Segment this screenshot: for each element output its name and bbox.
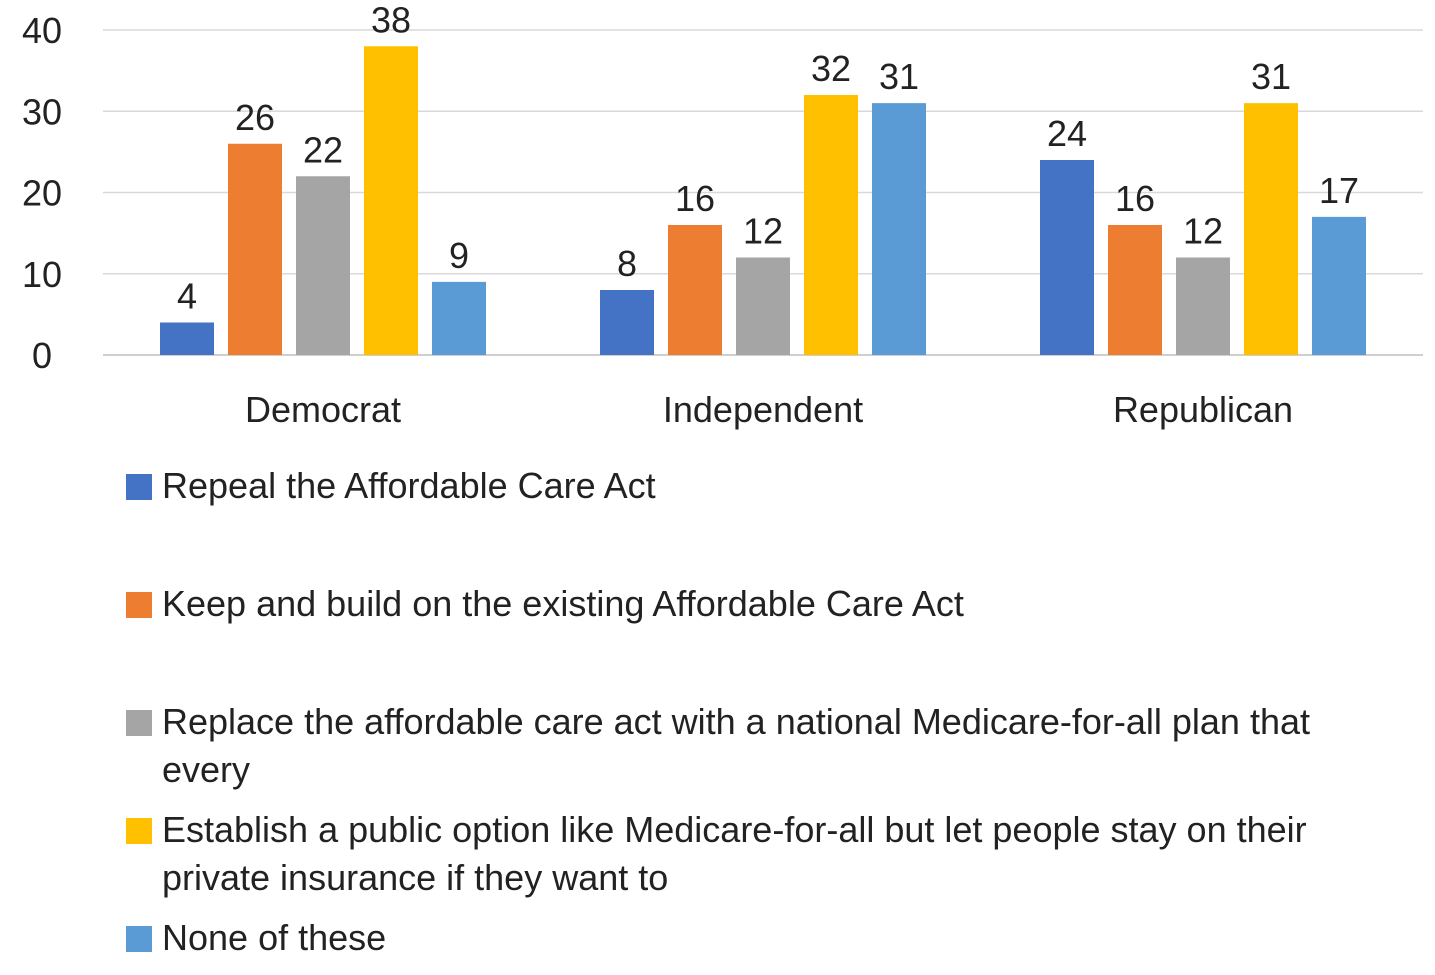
bar [1040, 160, 1094, 355]
bar [1312, 216, 1366, 355]
y-tick-label: 20 [22, 173, 62, 214]
data-label: 26 [235, 97, 275, 138]
data-label: 12 [743, 211, 783, 252]
legend-swatch-repeal [126, 474, 152, 500]
legend-swatch-replace [126, 710, 152, 736]
y-tick-label: 0 [32, 335, 52, 376]
bar-chart: 0 10 20 30 40 4 26 22 38 9 Democrat 8 16 12 32 31 Indepe… [22, 0, 1423, 430]
data-label: 9 [449, 235, 469, 276]
y-tick-label: 30 [22, 91, 62, 132]
legend-item-public-option: Establish a public option like Medicare-… [126, 806, 1406, 902]
bar [228, 143, 282, 355]
bar [600, 290, 654, 355]
legend-label-none: None of these [162, 917, 387, 958]
data-label: 38 [371, 0, 411, 40]
legend-item-keep: Keep and build on the existing Affordabl… [126, 580, 1406, 628]
data-label: 4 [177, 276, 197, 317]
data-label: 16 [675, 178, 715, 219]
x-category-label: Independent [663, 389, 863, 430]
legend-swatch-none [126, 926, 152, 952]
x-category-label: Republican [1113, 389, 1293, 430]
bar [872, 103, 926, 355]
bar [296, 176, 350, 355]
legend-label-keep: Keep and build on the existing Affordabl… [162, 583, 964, 624]
chart-legend: Repeal the Affordable Care Act Keep and … [126, 462, 1406, 962]
data-label: 12 [1183, 211, 1223, 252]
legend-label-replace: Replace the affordable care act with a n… [162, 701, 1310, 790]
x-category-label: Democrat [245, 389, 401, 430]
data-label: 32 [811, 48, 851, 89]
legend-swatch-keep [126, 592, 152, 618]
bar [364, 46, 418, 355]
bar [1176, 257, 1230, 355]
bar [1244, 103, 1298, 355]
data-label: 22 [303, 129, 343, 170]
data-label: 16 [1115, 178, 1155, 219]
legend-item-replace: Replace the affordable care act with a n… [126, 698, 1406, 794]
bar [736, 257, 790, 355]
legend-swatch-public-option [126, 818, 152, 844]
data-label: 24 [1047, 113, 1087, 154]
legend-label-public-option: Establish a public option like Medicare-… [162, 809, 1307, 898]
y-tick-label: 10 [22, 254, 62, 295]
bar [804, 95, 858, 355]
data-label: 31 [879, 56, 919, 97]
legend-item-repeal: Repeal the Affordable Care Act [126, 462, 1406, 510]
bar [160, 322, 214, 355]
data-label: 17 [1319, 170, 1359, 211]
bar [668, 225, 722, 355]
bar [1108, 225, 1162, 355]
legend-item-none: None of these [126, 914, 1406, 962]
legend-label-repeal: Repeal the Affordable Care Act [162, 465, 656, 506]
bar [432, 281, 486, 355]
data-label: 31 [1251, 56, 1291, 97]
data-label: 8 [617, 243, 637, 284]
y-tick-label: 40 [22, 10, 62, 51]
